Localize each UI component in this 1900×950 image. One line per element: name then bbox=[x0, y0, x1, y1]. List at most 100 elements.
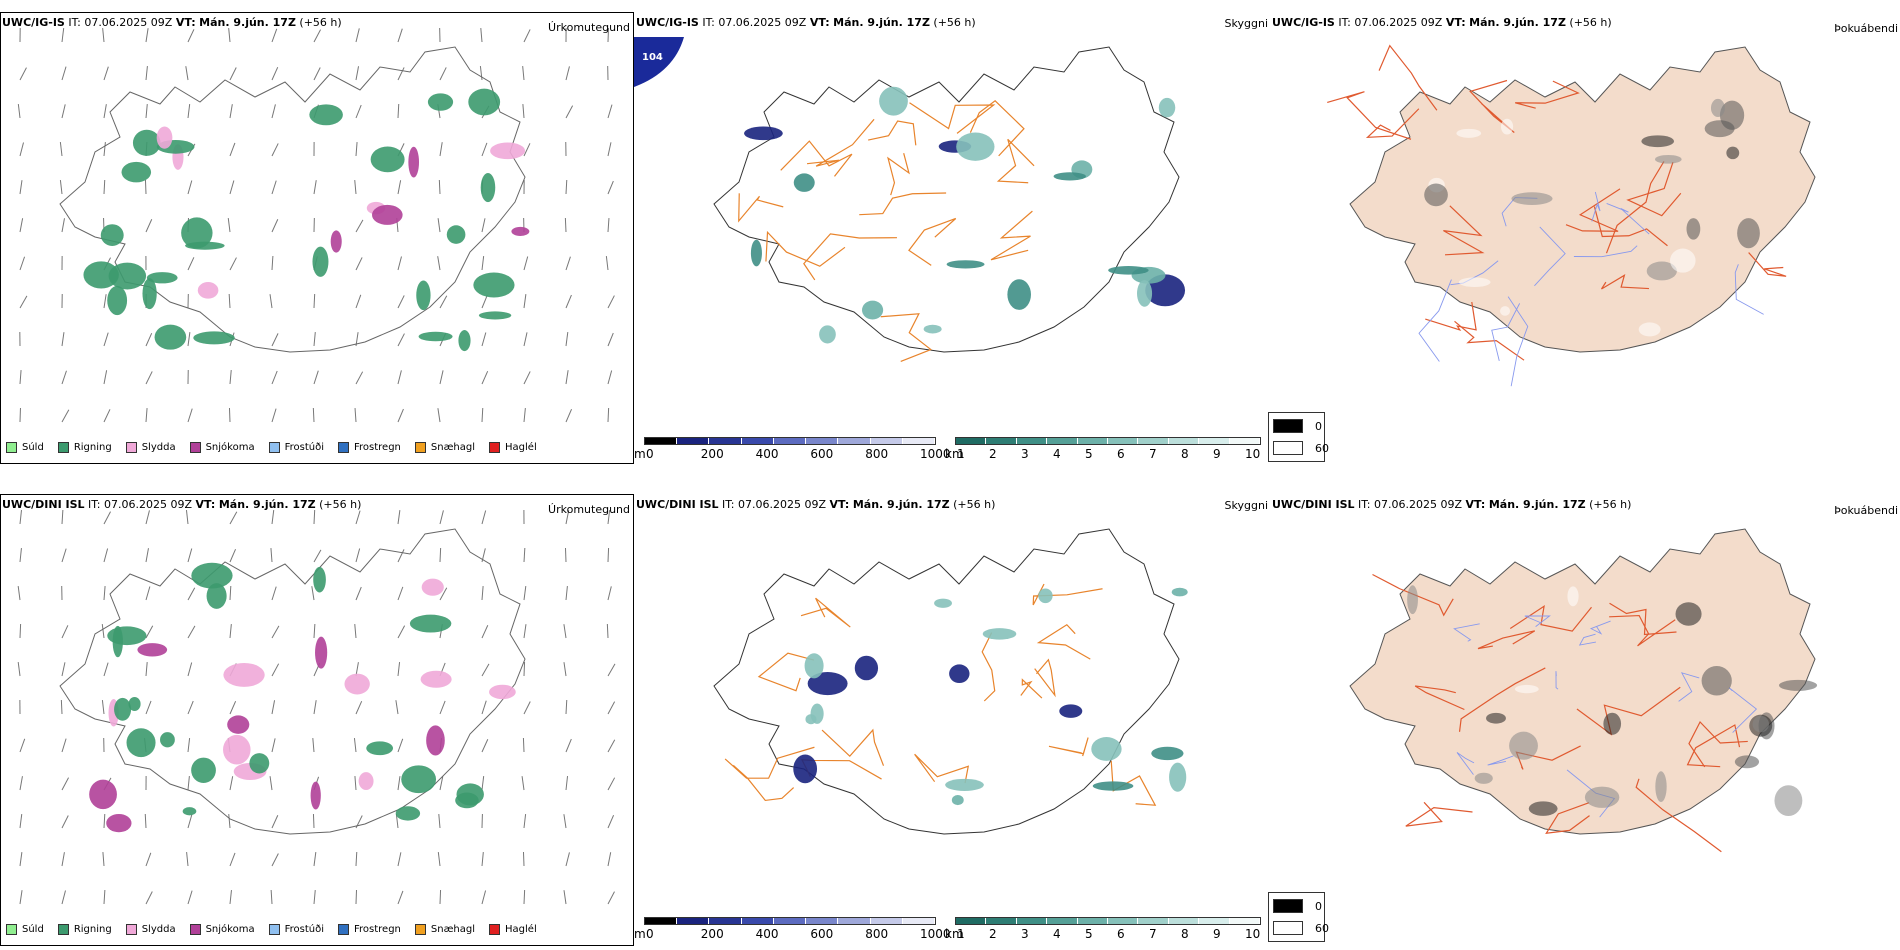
wind-barb bbox=[61, 409, 70, 423]
field-blob bbox=[1486, 712, 1506, 724]
field-blob bbox=[1584, 786, 1620, 808]
wind-barb bbox=[103, 409, 111, 423]
legend-label: Frostúði bbox=[284, 442, 324, 453]
wind-barb bbox=[187, 700, 194, 715]
field-blob bbox=[1749, 714, 1773, 737]
field-blob bbox=[1670, 248, 1696, 273]
wind-barb bbox=[437, 408, 441, 423]
wind-barb bbox=[523, 586, 527, 601]
wind-barb bbox=[145, 66, 148, 81]
colorbar-tick-label: 9 bbox=[1213, 927, 1221, 941]
field-blob bbox=[160, 732, 175, 748]
panel-header: UWC/DINI ISL IT: 07.06.2025 09Z VT: Mán.… bbox=[1272, 498, 1632, 511]
field-blob bbox=[1169, 762, 1187, 792]
wind-barb bbox=[102, 852, 105, 867]
wind-barb bbox=[607, 142, 612, 157]
colorbar-tick-label: 4 bbox=[1053, 447, 1061, 461]
wind-barb bbox=[19, 890, 23, 905]
wind-barb bbox=[397, 662, 401, 677]
road-line bbox=[1443, 205, 1485, 256]
wind-barb bbox=[563, 890, 567, 905]
road-line bbox=[1036, 623, 1091, 660]
legend-label: Haglél bbox=[505, 924, 537, 935]
legend-item-haglél: Haglél bbox=[489, 924, 537, 935]
field-blob bbox=[819, 325, 836, 344]
wind-barb bbox=[229, 67, 237, 81]
wind-barb bbox=[481, 663, 490, 677]
legend-item-snjókoma: Snjókoma bbox=[189, 924, 255, 935]
wind-barb bbox=[229, 104, 233, 119]
river-line bbox=[1524, 615, 1551, 628]
colorbar-tick-label: 800 bbox=[865, 447, 889, 461]
wind-barb bbox=[355, 371, 364, 385]
precip-map-2 bbox=[0, 494, 634, 946]
road-line bbox=[868, 120, 917, 146]
road-line bbox=[1593, 206, 1668, 247]
wind-barb bbox=[439, 776, 444, 791]
legend-label: Rigning bbox=[73, 924, 112, 935]
wind-barb bbox=[145, 625, 154, 639]
wind-barb bbox=[565, 408, 573, 423]
wind-barb bbox=[607, 407, 610, 423]
field-blob bbox=[223, 662, 265, 687]
colorbar-tick-label: 200 bbox=[700, 927, 724, 941]
visibility-colorbar-2: km 1 2 3 4 5 6 7 8 9 10 bbox=[945, 917, 1265, 947]
road-line bbox=[990, 210, 1033, 261]
wind-barb bbox=[481, 370, 489, 385]
road-line bbox=[1048, 737, 1089, 757]
road-line bbox=[1748, 252, 1787, 277]
road-line bbox=[1477, 630, 1536, 650]
road-line bbox=[1509, 604, 1592, 632]
precip-type-panel-2: UWC/DINI ISL IT: 07.06.2025 09Z VT: Mán.… bbox=[0, 494, 634, 946]
wind-barb bbox=[397, 28, 403, 43]
wind-barb bbox=[61, 104, 66, 119]
legend-swatch bbox=[268, 442, 280, 453]
wind-barb bbox=[103, 889, 106, 905]
wind-barb bbox=[523, 256, 529, 271]
wind-barb bbox=[187, 180, 193, 195]
cloud-map-2 bbox=[713, 528, 1188, 835]
wind-barb bbox=[145, 662, 148, 677]
wind-barb bbox=[607, 663, 616, 677]
wind-barb bbox=[564, 217, 567, 233]
field-blob bbox=[1511, 192, 1553, 205]
wind-barb bbox=[269, 294, 273, 309]
river-line bbox=[1456, 752, 1475, 775]
colorbar-strip bbox=[644, 917, 936, 925]
wind-barb bbox=[397, 586, 404, 601]
wind-barb bbox=[229, 511, 238, 525]
legend-item-súld: Súld bbox=[6, 442, 44, 453]
wind-barb bbox=[312, 407, 315, 423]
wind-barb bbox=[481, 407, 484, 423]
field-blob bbox=[370, 146, 405, 173]
wind-barb bbox=[269, 776, 273, 791]
wind-barb bbox=[271, 853, 279, 867]
wind-barb bbox=[607, 217, 610, 233]
field-blob bbox=[146, 272, 178, 284]
field-blob bbox=[206, 583, 227, 609]
wind-barb bbox=[271, 333, 279, 347]
river-line bbox=[1507, 296, 1529, 387]
road-line bbox=[1515, 80, 1580, 109]
wind-barb bbox=[103, 813, 106, 829]
iceland-coastline bbox=[713, 528, 1180, 835]
fog-legend-swatch bbox=[1273, 419, 1303, 433]
wind-barb bbox=[229, 585, 232, 601]
panel-header: UWC/DINI ISL IT: 07.06.2025 09Z VT: Mán.… bbox=[636, 498, 996, 511]
field-blob bbox=[1774, 785, 1803, 817]
wind-barb bbox=[59, 180, 63, 195]
wind-barb bbox=[395, 814, 399, 829]
wind-barb bbox=[355, 28, 360, 43]
legend-item-snæhagl: Snæhagl bbox=[414, 924, 475, 935]
panel-variable-title: Úrkomutegund bbox=[548, 21, 630, 34]
wind-barb bbox=[522, 104, 525, 119]
road-line bbox=[1458, 667, 1546, 732]
field-blob bbox=[408, 146, 420, 178]
river-line bbox=[1453, 623, 1480, 642]
wind-barb bbox=[103, 142, 106, 157]
colorbar-segment bbox=[902, 918, 935, 924]
wind-barb bbox=[145, 510, 150, 525]
field-blob bbox=[128, 696, 141, 712]
wind-barb bbox=[607, 104, 613, 119]
wind-barb bbox=[312, 813, 315, 829]
